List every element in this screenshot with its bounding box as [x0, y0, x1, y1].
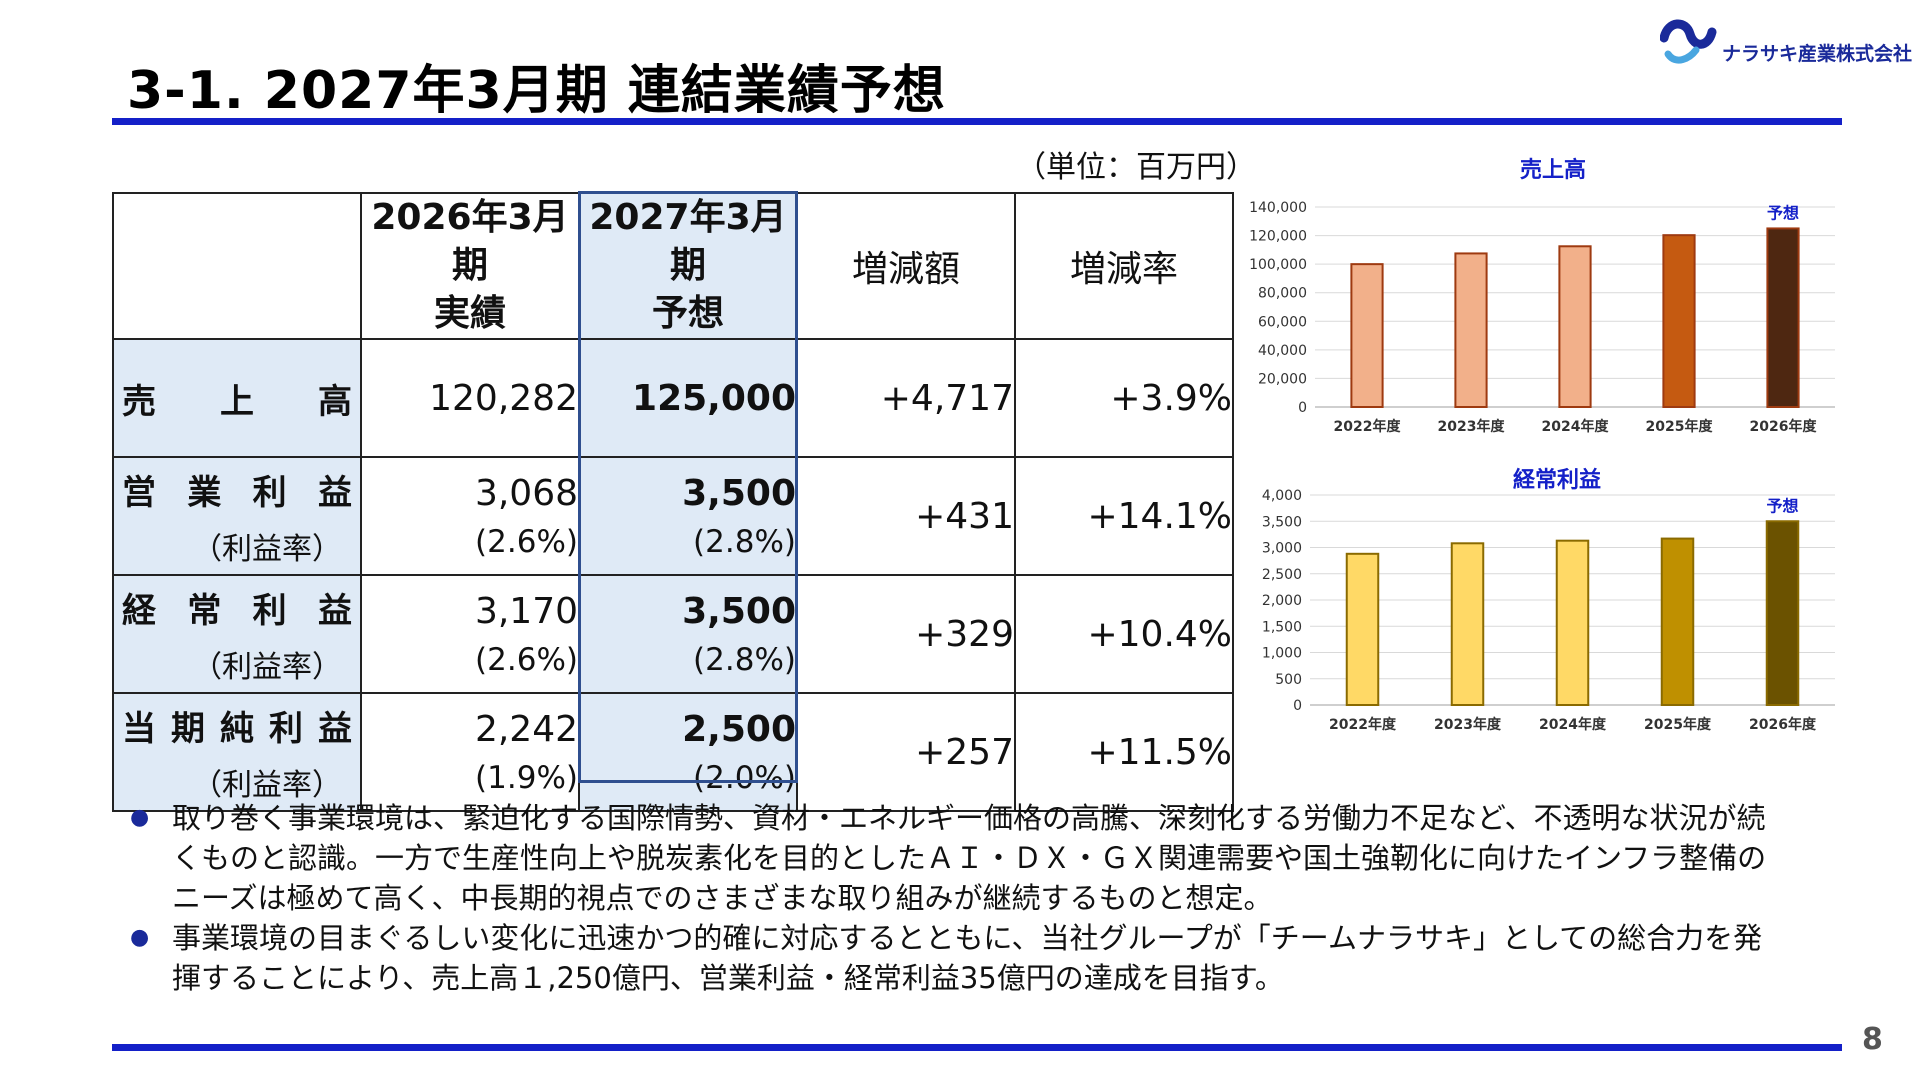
x-tick-label: 2025年度 [1644, 716, 1712, 733]
bar-2022年度 [1345, 552, 1380, 706]
x-tick-label: 2024年度 [1539, 716, 1607, 733]
y-tick-label: 1,000 [1262, 646, 1302, 662]
col-header-2026-actual: 2026年3月期 実績 [360, 192, 580, 340]
y-tick-label: 80,000 [1258, 286, 1307, 302]
bar-2024年度 [1558, 245, 1592, 408]
col-header-diff: 増減額 [796, 192, 1016, 340]
footer-rule [112, 1044, 1842, 1051]
net-income-forecast: 2,500 (2.0%) [578, 692, 798, 812]
row-label-operating-profit: 営業利益 （利益率） [112, 456, 362, 576]
sales-forecast: 125,000 [578, 338, 798, 458]
bar-2025年度 [1662, 234, 1696, 408]
ordinary-profit-actual: 3,170 (2.6%) [360, 574, 580, 694]
bar-2024年度 [1555, 539, 1590, 706]
bar-2023年度 [1454, 252, 1488, 408]
bar-2026年度 [1765, 520, 1800, 706]
bullet-dot: ● [130, 925, 150, 950]
x-tick-label: 2023年度 [1434, 716, 1502, 733]
row-label-sales: 売上高 [112, 338, 362, 458]
y-tick-label: 3,000 [1262, 541, 1302, 557]
y-tick-label: 4,000 [1262, 488, 1302, 504]
forecast-annotation: 予想 [1767, 203, 1799, 222]
net-income-actual: 2,242 (1.9%) [360, 692, 580, 812]
forecast-annotation: 予想 [1766, 496, 1798, 515]
sales-chart-title: 売上高 [1520, 158, 1587, 183]
operating-profit-forecast: 3,500 (2.8%) [578, 456, 798, 576]
y-tick-label: 120,000 [1249, 229, 1307, 245]
page-number: 8 [1862, 1022, 1883, 1057]
table-row: 経常利益 （利益率） 3,170 (2.6%) 3,500 (2.8%) +329 … [112, 574, 1234, 694]
y-tick-label: 100,000 [1249, 257, 1307, 273]
operating-profit-rate: +14.1% [1014, 456, 1234, 576]
y-tick-label: 140,000 [1249, 200, 1307, 216]
ordinary-profit-forecast: 3,500 (2.8%) [578, 574, 798, 694]
sales-diff: +4,717 [796, 338, 1016, 458]
x-tick-label: 2024年度 [1542, 418, 1610, 435]
operating-profit-actual: 3,068 (2.6%) [360, 456, 580, 576]
table-row: 売上高 120,282 125,000 +4,717 +3.9% [112, 338, 1234, 458]
row-label-ordinary-profit: 経常利益 （利益率） [112, 574, 362, 694]
list-item: ● 事業環境の目まぐるしい変化に迅速かつ的確に対応するとともに、当社グループが「… [130, 918, 1780, 998]
sales-bar-chart: 0 20,000 40,000 60,000 80,000 100,000 120,000 1… [1249, 200, 1835, 435]
commentary-bullets: ● 取り巻く事業環境は、緊迫化する国際情勢、資材・エネルギー価格の高騰、深刻化す… [130, 798, 1780, 998]
y-tick-label: 0 [1293, 698, 1302, 714]
x-tick-label: 2025年度 [1646, 418, 1714, 435]
y-tick-label: 60,000 [1258, 314, 1307, 330]
y-tick-label: 40,000 [1258, 343, 1307, 359]
bar-2025年度 [1660, 537, 1695, 707]
ordinary-profit-rate: +10.4% [1014, 574, 1234, 694]
page-title: 3-1. 2027年3月期 連結業績予想 [127, 61, 946, 121]
ordinary-profit-diff: +329 [796, 574, 1016, 694]
y-tick-label: 1,500 [1262, 619, 1302, 635]
x-tick-label: 2026年度 [1750, 418, 1818, 435]
row-label-net-income: 当期純利益 （利益率） [112, 692, 362, 812]
company-name: ナラサキ産業株式会社 [1722, 43, 1913, 65]
table-row: 当期純利益 （利益率） 2,242 (1.9%) 2,500 (2.0%) +257… [112, 692, 1234, 812]
col-header-2027-forecast: 2027年3月期 予想 [578, 192, 798, 340]
y-tick-label: 500 [1275, 672, 1302, 688]
x-tick-label: 2022年度 [1334, 418, 1402, 435]
bullet-dot: ● [130, 805, 150, 830]
x-tick-label: 2022年度 [1329, 716, 1397, 733]
bar-2026年度 [1766, 227, 1800, 408]
title-underline [112, 118, 1842, 125]
col-header-rate: 増減率 [1014, 192, 1234, 340]
table-corner-cell [112, 192, 362, 340]
net-income-rate: +11.5% [1014, 692, 1234, 812]
bar-2023年度 [1450, 542, 1485, 706]
sales-actual: 120,282 [360, 338, 580, 458]
list-item: ● 取り巻く事業環境は、緊迫化する国際情勢、資材・エネルギー価格の高騰、深刻化す… [130, 798, 1780, 918]
financial-forecast-table: 2026年3月期 実績 2027年3月期 予想 増減額 増減率 売上高 120,28… [112, 192, 1234, 812]
x-tick-label: 2023年度 [1438, 418, 1506, 435]
y-tick-label: 0 [1298, 400, 1307, 416]
net-income-diff: +257 [796, 692, 1016, 812]
table-row: 営業利益 （利益率） 3,068 (2.6%) 3,500 (2.8%) +431 … [112, 456, 1234, 576]
y-tick-label: 3,500 [1262, 514, 1302, 530]
x-tick-label: 2026年度 [1749, 716, 1817, 733]
bar-2022年度 [1350, 263, 1384, 409]
company-logo [1660, 19, 1717, 64]
y-tick-label: 2,000 [1262, 593, 1302, 609]
y-tick-label: 2,500 [1262, 567, 1302, 583]
ordinary-profit-bar-chart: 0 500 1,000 1,500 2,000 2,500 3,000 3,500 4,000 2… [1262, 488, 1835, 733]
unit-note: （単位：百万円） [1016, 150, 1256, 185]
operating-profit-diff: +431 [796, 456, 1016, 576]
sales-rate: +3.9% [1014, 338, 1234, 458]
y-tick-label: 20,000 [1258, 371, 1307, 387]
ordinary-profit-chart-title: 経常利益 [1513, 468, 1602, 493]
